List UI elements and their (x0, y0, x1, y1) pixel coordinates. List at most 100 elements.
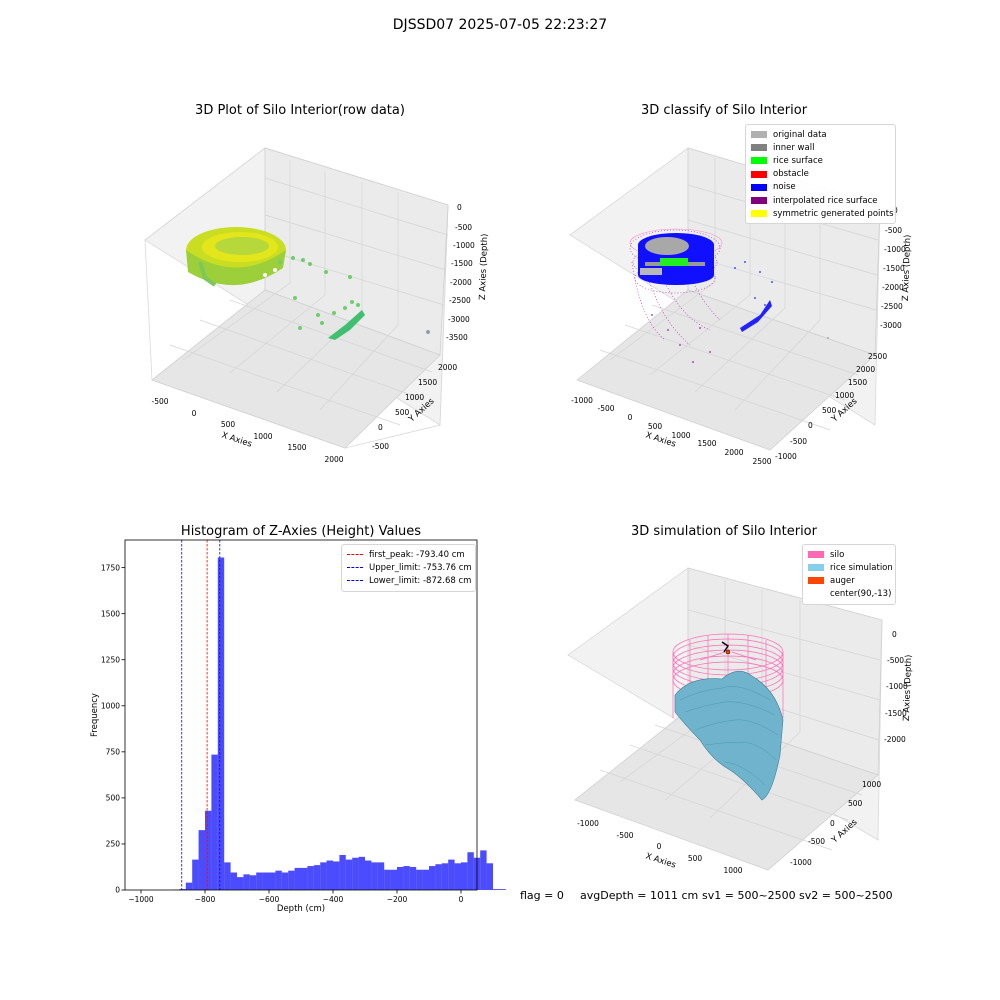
footer-flag: flag = 0 (520, 889, 564, 902)
legend-line (347, 580, 363, 582)
simulation-ytick: 0 (830, 819, 835, 828)
classify-ytick: -1000 (775, 452, 797, 461)
classify-ztick: -1500 (883, 264, 905, 273)
raw-xtick: 1500 (287, 443, 306, 452)
simulation-xtick: -1000 (577, 819, 599, 828)
raw-plot-title: 3D Plot of Silo Interior(row data) (195, 103, 405, 118)
legend-label: center(90,-13) (830, 589, 892, 600)
histogram-bar (493, 889, 500, 890)
simulation-ztick: -1000 (886, 682, 908, 691)
histogram-xtick-label: −600 (259, 895, 280, 904)
legend-item: rice surface (751, 154, 890, 167)
raw-ytick: 2000 (438, 363, 457, 372)
raw-obstacle-cluster (328, 310, 365, 340)
histogram-bar (441, 863, 449, 890)
raw-ztick: 0 (457, 203, 462, 212)
legend-item: noise (751, 181, 890, 194)
histogram-bar (198, 830, 205, 890)
histogram-bar (288, 870, 295, 890)
legend-item: silo (808, 548, 890, 561)
simulation-xtick: -500 (616, 831, 633, 840)
histogram-bar (352, 857, 359, 890)
simulation-plot-title: 3D simulation of Silo Interior (631, 524, 817, 539)
classify-plot-title: 3D classify of Silo Interior (640, 103, 808, 118)
histogram-bar (429, 866, 436, 890)
legend-item: auger (808, 574, 890, 587)
simulation-ztick: -500 (887, 656, 904, 665)
legend-item: Upper_limit: -753.76 cm (347, 561, 472, 574)
histogram-bar (403, 866, 410, 890)
raw-floor-pane (151, 289, 441, 449)
histogram-bar (339, 855, 346, 890)
raw-xtick: -500 (151, 397, 168, 406)
histogram-bar (397, 866, 404, 890)
histogram-bar (390, 869, 397, 890)
raw-ztick: -3500 (446, 333, 468, 342)
histogram-legend: first_peak: -793.40 cm Upper_limit: -753… (341, 544, 476, 592)
legend-item: symmetric generated points (751, 207, 894, 220)
raw-ytick: 1000 (405, 393, 424, 402)
histogram-title: Histogram of Z-Axies (Height) Values (180, 524, 422, 539)
histogram-ytick-label: 1000 (101, 701, 120, 710)
raw-ytick: -500 (372, 442, 389, 451)
histogram-bar (217, 557, 225, 890)
classify-zlabel: Z Axies (Depth) (901, 234, 913, 301)
histogram-bar (307, 866, 314, 890)
simulation-ytick: 1000 (862, 780, 881, 789)
legend-label: original data (773, 129, 827, 140)
legend-item: Lower_limit: -872.68 cm (347, 574, 471, 587)
histogram-bar (345, 859, 353, 890)
histogram-bar (269, 872, 276, 890)
raw-xtick: 2000 (324, 455, 343, 464)
histogram-bar (461, 862, 468, 890)
legend-swatch (751, 157, 767, 165)
legend-label: first_peak: -793.40 cm (369, 549, 465, 560)
simulation-ztick: -1500 (885, 709, 907, 718)
simulation-xtick: 1000 (723, 866, 742, 875)
classify-xtick: 1000 (671, 431, 690, 440)
legend-label: Upper_limit: -753.76 cm (369, 562, 472, 573)
histogram-bar (185, 882, 193, 890)
classify-ytick: 500 (822, 406, 837, 415)
histogram-ytick-label: 1250 (101, 655, 120, 664)
legend-item: rice simulation (808, 561, 893, 574)
simulation-rice-surface (674, 670, 784, 801)
simulation-ztick: 0 (892, 630, 897, 639)
legend-label: rice simulation (830, 562, 893, 573)
simulation-auger (721, 641, 729, 653)
classify-xtick: 2000 (724, 448, 743, 457)
legend-item: original data (751, 128, 890, 141)
histogram-bar (448, 859, 455, 890)
classify-ztick: -2500 (881, 302, 903, 311)
histogram-bar (313, 865, 321, 890)
simulation-xlabel: X Axies (644, 851, 677, 870)
histogram-bar (230, 872, 237, 890)
classify-ytick: 0 (808, 421, 813, 430)
classify-ztick: -2000 (882, 283, 904, 292)
simulation-ytick: -500 (808, 837, 825, 846)
simulation-xtick: 500 (688, 854, 703, 863)
histogram-bar (237, 877, 244, 890)
histogram-bar (435, 864, 442, 890)
raw-ytick: 500 (395, 408, 410, 417)
histogram-bar (499, 889, 506, 890)
histogram-bar (256, 872, 263, 890)
legend-label: noise (773, 182, 796, 193)
raw-xtick: 500 (221, 420, 236, 429)
classify-ytick: 2500 (868, 352, 887, 361)
legend-swatch (808, 590, 824, 598)
legend-item: interpolated rice surface (751, 194, 890, 207)
histogram-bar (294, 867, 301, 890)
histogram-bar (243, 874, 250, 890)
legend-item: first_peak: -793.40 cm (347, 548, 470, 561)
classify-ytick: 1000 (835, 391, 854, 400)
histogram-bar (486, 863, 493, 890)
histogram-bar (224, 862, 231, 890)
histogram-bar (205, 810, 212, 890)
histogram-bar (365, 860, 372, 890)
raw-ztick: -500 (455, 223, 472, 232)
raw-xtick: 1000 (253, 432, 272, 441)
histogram-bar (416, 869, 423, 890)
simulation-zlabel: Z Axies (Depth) (902, 654, 914, 721)
